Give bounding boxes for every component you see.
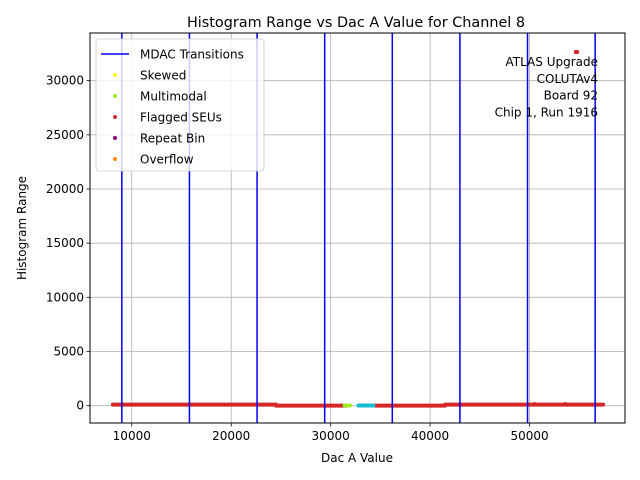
chart-title: Histogram Range vs Dac A Value for Chann…: [187, 15, 525, 31]
legend-marker-swatch: [113, 73, 117, 77]
legend-label: Flagged SEUs: [140, 111, 222, 125]
plot-frame: [89, 32, 626, 424]
plot-data: [110, 49, 606, 408]
y-tick-label: 15000: [46, 236, 84, 250]
legend-label: Repeat Bin: [140, 132, 205, 146]
mdac-transitions: [121, 33, 596, 423]
legend-label: Multimodal: [140, 90, 207, 104]
legend-marker-swatch: [113, 115, 117, 119]
annotation-line: COLUTAv4: [537, 72, 598, 86]
y-tick-label: 20000: [46, 182, 84, 196]
data-point: [348, 403, 353, 408]
y-tick-label: 10000: [46, 290, 84, 304]
legend-label: Skewed: [140, 69, 186, 83]
x-tick-label: 50000: [510, 429, 548, 443]
legend: MDAC Transitions Skewed Multimodal Flagged …: [95, 38, 265, 172]
x-tick-label: 10000: [113, 429, 151, 443]
x-tick-label: 30000: [312, 429, 350, 443]
annotation-line: Board 92: [544, 89, 598, 103]
x-tick-label: 40000: [411, 429, 449, 443]
y-tick-label: 0: [76, 399, 84, 413]
legend-marker-swatch: [113, 94, 117, 98]
data-point: [563, 402, 568, 407]
legend-box: [95, 38, 265, 172]
y-axis-label: Histogram Range: [15, 176, 29, 280]
atlas-annotation: ATLAS Upgrade COLUTAv4 Board 92 Chip 1, Run…: [495, 55, 598, 119]
y-axis-ticks: 0 5000 10000 15000 20000 25000 30000: [46, 74, 90, 413]
x-axis-ticks: 10000 20000 30000 40000 50000: [113, 423, 549, 443]
y-tick-label: 25000: [46, 128, 84, 142]
y-tick-label: 30000: [46, 74, 84, 88]
annotation-line: ATLAS Upgrade: [505, 55, 598, 69]
x-tick-label: 20000: [212, 429, 250, 443]
data-point: [532, 402, 537, 407]
legend-marker-swatch: [113, 136, 117, 140]
legend-marker-swatch: [113, 157, 117, 161]
annotation-line: Chip 1, Run 1916: [495, 105, 598, 119]
legend-label: MDAC Transitions: [140, 48, 244, 62]
y-tick-label: 5000: [53, 345, 84, 359]
x-axis-label: Dac A Value: [321, 451, 393, 465]
legend-label: Overflow: [140, 153, 194, 167]
data-point: [342, 403, 347, 408]
data-point: [575, 49, 580, 54]
grid: [90, 33, 625, 423]
